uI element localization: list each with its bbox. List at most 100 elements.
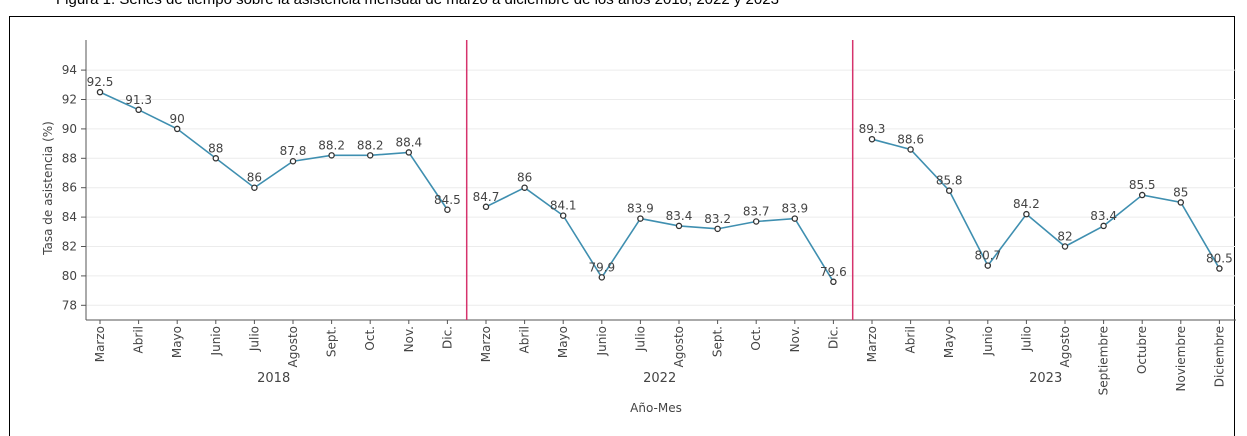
month-label-2018-Dic.: Dic. [440,326,454,349]
year-label-2023: 2023 [1029,371,1062,386]
data-label-2023-Abril: 88.6 [897,132,924,146]
series-line-2023 [871,138,1221,269]
y-tick-label-92: 92 [62,93,77,107]
y-tick-label-88: 88 [62,151,77,165]
data-point-2022-Agosto [675,222,683,230]
data-point-2018-Junio [212,155,220,162]
month-label-2018-Sept.: Sept. [325,326,339,357]
data-point-2018-Agosto [289,157,297,165]
month-label-2018-Agosto: Agosto [286,326,300,367]
month-label-2022-Oct.: Oct. [749,326,763,351]
data-point-2018-Julio [251,184,258,191]
data-point-2018-Sept. [328,152,335,159]
data-label-2022-Marzo: 84.7 [473,190,500,204]
month-label-2018-Julio: Julio [247,326,261,352]
data-point-2023-Diciembre [1216,265,1223,272]
data-point-2022-Junio [598,274,606,281]
data-point-2018-Mayo [173,125,181,133]
y-tick-label-86: 86 [62,181,77,195]
month-label-2022-Julio: Julio [633,326,647,352]
month-label-2023-Julio: Julio [1019,326,1033,352]
month-label-2023-Diciembre: Diciembre [1212,326,1226,387]
month-label-2023-Abril: Abril [904,326,918,353]
data-point-2022-Nov. [791,215,799,222]
data-label-2022-Abril: 86 [517,171,532,185]
month-label-2018-Junio: Junio [209,326,223,356]
data-label-2018-Junio: 88 [208,141,223,155]
y-axis-label: Tasa de asistencia (%) [41,121,55,256]
data-point-2018-Dic. [444,206,451,213]
data-label-2022-Agosto: 83.4 [666,209,693,223]
data-label-2022-Julio: 83.9 [627,202,654,216]
data-labels: 92.5 91.3 90 88 86 87.8 88.2 88.2 88.4 84.5 84.7 86… [87,75,1233,279]
month-label-2018-Nov.: Nov. [402,326,416,352]
data-label-2018-Abril: 91.3 [125,93,152,107]
year-label-2022: 2022 [643,371,676,386]
data-point-2023-Mayo [945,187,953,194]
data-label-2022-Mayo: 84.1 [550,199,577,213]
y-tick-label-80: 80 [62,269,77,283]
month-label-2023-Marzo: Marzo [865,326,879,362]
data-label-2023-Noviembre: 85 [1173,185,1188,199]
data-point-2018-Oct. [366,152,374,159]
data-label-2023-Diciembre: 80.5 [1206,252,1233,266]
data-label-2018-Julio: 86 [247,171,262,185]
data-point-2023-Septiembre [1100,222,1107,230]
data-point-2018-Marzo [96,88,104,96]
y-tick-label-90: 90 [62,122,77,136]
data-label-2018-Nov.: 88.4 [395,135,422,149]
data-point-2023-Marzo [868,135,876,143]
month-label-2023-Agosto: Agosto [1058,326,1072,367]
data-label-2022-Junio: 79.9 [588,260,615,274]
data-point-2023-Abril [907,146,914,153]
month-label-2022-Abril: Abril [518,326,532,353]
y-tick-label-84: 84 [62,210,77,224]
month-label-2023-Octubre: Octubre [1135,326,1149,374]
data-point-2018-Abril [135,106,142,114]
month-label-2018-Abril: Abril [132,326,146,353]
month-label-2023-Noviembre: Noviembre [1174,326,1188,392]
data-label-2022-Dic.: 79.6 [820,265,847,279]
series-line-2022 [485,186,835,283]
y-tick-label-78: 78 [62,298,77,312]
data-point-2022-Dic. [830,278,837,286]
data-label-2023-Julio: 84.2 [1013,197,1040,211]
y-tick-label-82: 82 [62,240,77,254]
month-label-2023-Mayo: Mayo [942,326,956,358]
year-separators [465,40,854,320]
data-label-2018-Agosto: 87.8 [280,144,307,158]
data-point-2023-Agosto [1061,243,1069,250]
year-label-2018: 2018 [257,371,290,386]
data-label-2023-Junio: 80.7 [974,249,1001,263]
data-label-2022-Sept.: 83.2 [704,212,731,226]
figure-title: Figura 1. Series de tiempo sobre la asis… [56,0,1236,9]
month-label-2022-Marzo: Marzo [479,326,493,362]
x-axis-label: Año-Mes [630,401,682,415]
data-point-2023-Junio [984,262,992,269]
data-point-2022-Julio [637,215,644,222]
data-label-2023-Octubre: 85.5 [1129,178,1156,192]
data-label-2023-Septiembre: 83.4 [1090,209,1117,223]
month-label-2018-Oct.: Oct. [363,326,377,351]
month-label-2022-Mayo: Mayo [556,326,570,358]
data-point-2022-Marzo [482,203,490,211]
month-label-2022-Dic.: Dic. [826,326,840,349]
data-point-2023-Octubre [1138,191,1146,199]
month-label-2023-Junio: Junio [981,326,995,356]
data-points [96,88,1223,286]
axes: 78 80 82 84 86 88 90 92 94 [62,40,1236,321]
month-label-2022-Nov.: Nov. [788,326,802,352]
month-label-2018-Mayo: Mayo [170,326,184,358]
data-label-2018-Marzo: 92.5 [87,75,114,89]
series-line-2018 [99,91,449,211]
data-label-2018-Mayo: 90 [170,112,185,126]
y-tick-label-94: 94 [62,63,77,77]
data-label-2022-Oct.: 83.7 [743,205,770,219]
data-label-2018-Dic.: 84.5 [434,193,461,207]
data-point-2018-Nov. [405,149,413,156]
series-lines [99,91,1221,283]
data-point-2023-Noviembre [1177,199,1185,206]
data-point-2022-Abril [521,184,528,191]
data-label-2018-Sept.: 88.2 [318,138,345,152]
grid-lines [86,69,1236,306]
